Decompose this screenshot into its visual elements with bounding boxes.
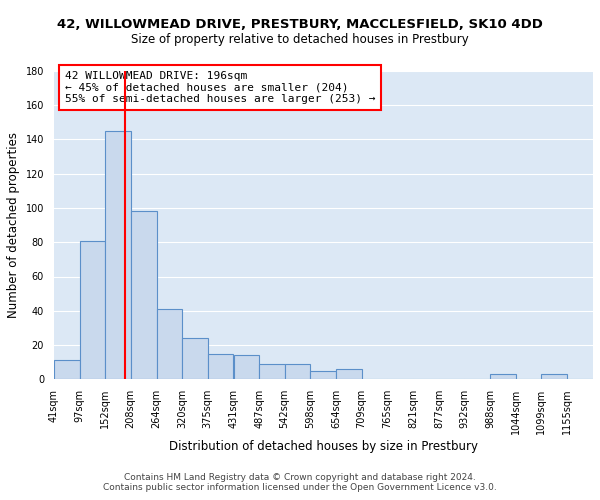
X-axis label: Distribution of detached houses by size in Prestbury: Distribution of detached houses by size … (169, 440, 478, 453)
Text: Contains public sector information licensed under the Open Government Licence v3: Contains public sector information licen… (103, 484, 497, 492)
Text: Size of property relative to detached houses in Prestbury: Size of property relative to detached ho… (131, 32, 469, 46)
Bar (131, 212, 157, 380)
Bar (105, 131, 131, 380)
Bar (310, 370, 336, 380)
Text: 42, WILLOWMEAD DRIVE, PRESTBURY, MACCLESFIELD, SK10 4DD: 42, WILLOWMEAD DRIVE, PRESTBURY, MACCLES… (57, 18, 543, 30)
Text: Contains HM Land Registry data © Crown copyright and database right 2024.: Contains HM Land Registry data © Crown c… (124, 474, 476, 482)
Y-axis label: Number of detached properties: Number of detached properties (7, 132, 20, 318)
Bar (182, 338, 208, 380)
Bar (490, 374, 516, 380)
Bar (336, 369, 362, 380)
Bar (233, 356, 259, 380)
Bar (284, 364, 310, 380)
Bar (80, 240, 105, 380)
Bar (208, 354, 233, 380)
Bar (259, 364, 284, 380)
Bar (541, 374, 567, 380)
Text: 42 WILLOWMEAD DRIVE: 196sqm
← 45% of detached houses are smaller (204)
55% of se: 42 WILLOWMEAD DRIVE: 196sqm ← 45% of det… (65, 71, 375, 104)
Bar (54, 360, 80, 380)
Bar (157, 309, 182, 380)
